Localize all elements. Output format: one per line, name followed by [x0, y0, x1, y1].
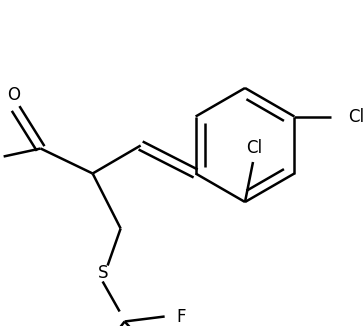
- Text: F: F: [177, 307, 186, 325]
- Text: S: S: [97, 264, 108, 283]
- Text: Cl: Cl: [348, 108, 363, 126]
- Text: Cl: Cl: [246, 139, 262, 157]
- Text: O: O: [7, 85, 20, 103]
